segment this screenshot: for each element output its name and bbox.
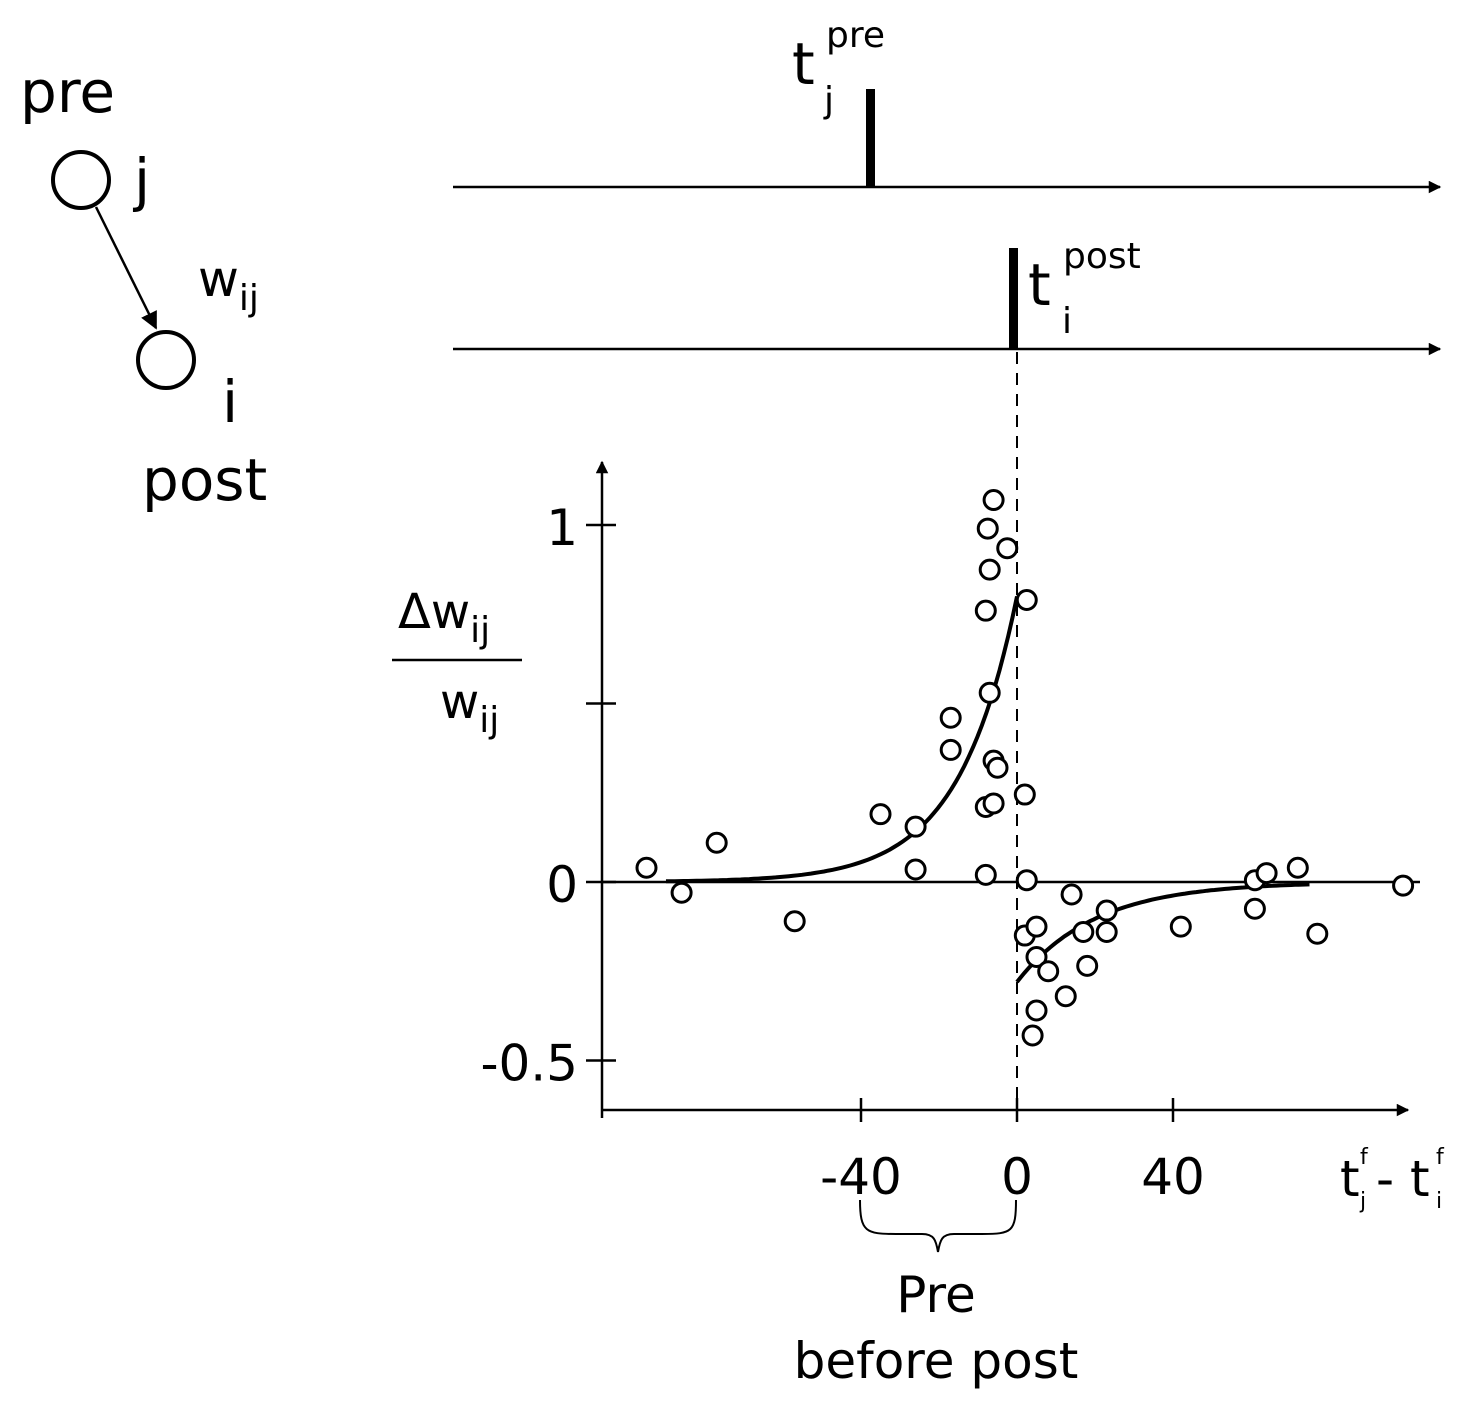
post-neuron-circle — [136, 330, 196, 390]
data-point — [982, 489, 1005, 512]
y-tick-label: -0.5 — [480, 1035, 578, 1093]
data-point — [978, 681, 1001, 704]
synapse-weight-label: wij — [198, 250, 259, 319]
y-label-numerator: Δwij — [398, 584, 490, 651]
pre-spike-superscript: pre — [826, 15, 885, 56]
y-axis-label: Δwij wij — [392, 584, 522, 741]
data-point — [1095, 899, 1118, 922]
pre-neuron-label: pre — [20, 58, 115, 126]
x-axis-label: t f j - t f i — [1340, 1145, 1445, 1214]
y-label-w: w — [440, 674, 479, 730]
x-label-minus: - — [1376, 1150, 1394, 1208]
data-point — [1054, 985, 1077, 1008]
post-spike-subscript: i — [1062, 301, 1072, 342]
x-label-t2-sup: f — [1436, 1145, 1445, 1170]
x-tick-label: -40 — [820, 1148, 902, 1206]
x-label-t2: t — [1410, 1150, 1430, 1208]
data-point — [1286, 856, 1309, 879]
data-point — [1037, 960, 1060, 983]
weight-symbol: w — [198, 250, 239, 308]
y-label-denominator-sub: ij — [479, 700, 499, 741]
data-point — [978, 558, 1001, 581]
ltd-fit-curve — [1015, 882, 1310, 984]
data-point — [974, 599, 997, 622]
x-tick-label: 40 — [1141, 1148, 1205, 1206]
x-ticks: -40 0 40 — [600, 1098, 1205, 1206]
data-point — [1392, 874, 1415, 897]
data-point — [1095, 920, 1118, 943]
data-point — [705, 831, 728, 854]
x-tick-label: 0 — [1001, 1148, 1033, 1206]
data-point — [1072, 920, 1095, 943]
data-point — [1076, 954, 1099, 977]
pre-spike-mark — [866, 89, 875, 187]
data-point — [939, 706, 962, 729]
y-label-denominator: wij — [440, 674, 499, 741]
y-ticks: -0.5 0 1 — [480, 499, 616, 1093]
post-neuron-label: post — [142, 446, 267, 514]
data-point — [1306, 922, 1329, 945]
post-spike-train: t post i — [453, 236, 1442, 356]
data-point — [974, 863, 997, 886]
synapse-arrow — [94, 206, 158, 330]
data-point — [1015, 869, 1038, 892]
y-tick-label: 1 — [546, 499, 578, 557]
data-point — [869, 803, 892, 826]
data-point — [783, 910, 806, 933]
data-point — [939, 738, 962, 761]
data-point — [904, 858, 927, 881]
data-point — [1025, 915, 1048, 938]
data-point — [976, 517, 999, 540]
data-point — [996, 537, 1019, 560]
x-label-t2-sub: i — [1436, 1189, 1442, 1214]
post-neuron-index: i — [222, 368, 238, 436]
data-point — [986, 756, 1009, 779]
pre-spike-subscript: j — [823, 80, 834, 121]
neuron-schematic: pre j wij i post — [20, 58, 267, 514]
data-point — [1169, 915, 1192, 938]
pre-spike-train: t pre j — [453, 15, 1442, 194]
pre-before-post-brace — [859, 1199, 1017, 1253]
data-point — [1013, 783, 1036, 806]
brace-label-line1: Pre — [896, 1266, 976, 1324]
y-tick-label: 0 — [546, 856, 578, 914]
pre-neuron-circle — [51, 150, 111, 210]
y-label-numerator-sub: ij — [470, 610, 490, 651]
post-spike-symbol: t — [1028, 251, 1051, 319]
data-point — [1060, 883, 1083, 906]
data-point — [635, 856, 658, 879]
data-point — [1021, 1024, 1044, 1047]
data-point — [982, 792, 1005, 815]
pre-neuron-index: j — [132, 146, 150, 214]
post-spike-superscript: post — [1063, 236, 1141, 277]
weight-subscript: ij — [239, 278, 259, 319]
data-point — [1025, 999, 1048, 1022]
ltp-fit-curve — [665, 595, 1019, 884]
data-point — [1015, 588, 1038, 611]
x-label-t1: t — [1340, 1150, 1360, 1208]
x-label-t1-sub: j — [1359, 1189, 1366, 1214]
data-point — [1025, 945, 1048, 968]
data-point — [670, 881, 693, 904]
pre-spike-symbol: t — [792, 30, 815, 98]
brace-label-line2: before post — [794, 1332, 1079, 1390]
x-label-t1-sup: f — [1360, 1145, 1369, 1170]
stdp-plot: -40 0 40 -0.501 Δwij wij t f j - t f i Pre… — [392, 352, 1445, 1390]
data-point — [904, 815, 927, 838]
data-point — [1243, 897, 1266, 920]
post-spike-mark — [1009, 248, 1018, 349]
data-points — [635, 489, 1415, 1047]
data-point — [1255, 862, 1278, 885]
y-label-delta-w: Δw — [398, 584, 470, 640]
